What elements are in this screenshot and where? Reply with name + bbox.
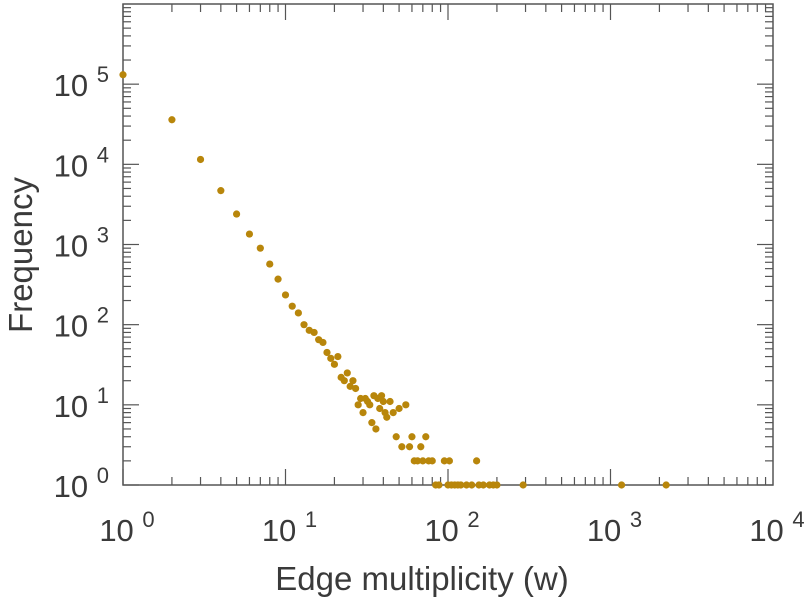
data-point <box>383 413 391 421</box>
data-point <box>168 116 176 124</box>
data-point <box>457 481 465 489</box>
data-point <box>349 377 357 385</box>
tick-exponent: 1 <box>97 383 109 408</box>
data-point <box>462 481 471 489</box>
data-point <box>519 481 527 489</box>
data-point <box>346 382 354 390</box>
data-point <box>408 433 416 441</box>
tick-base: 10 <box>99 513 142 548</box>
tick-exponent: 3 <box>97 223 109 248</box>
data-point <box>300 321 308 329</box>
tick-base: 10 <box>749 513 792 548</box>
x-axis-title: Edge multiplicity (w) <box>275 560 568 597</box>
data-point <box>366 401 374 409</box>
data-point <box>379 397 387 406</box>
data-point <box>343 369 351 377</box>
y-tick-label: 10 4 <box>54 142 109 183</box>
x-tick-label: 10 0 <box>99 507 154 548</box>
y-tick-label: 10 2 <box>54 303 109 344</box>
tick-exponent: 4 <box>97 142 109 167</box>
tick-exponent: 5 <box>97 62 109 87</box>
data-points <box>119 71 670 489</box>
data-point <box>334 352 342 361</box>
y-axis-title: Frequency <box>2 177 39 333</box>
tick-exponent: 2 <box>467 507 479 532</box>
data-point <box>386 397 394 406</box>
data-point <box>417 443 425 451</box>
tick-base: 10 <box>54 309 97 344</box>
data-point <box>389 409 397 417</box>
data-point <box>319 338 327 347</box>
tick-marks <box>122 4 773 486</box>
tick-base: 10 <box>54 229 97 264</box>
data-point <box>428 457 436 465</box>
data-point <box>323 348 331 357</box>
y-tick-label: 10 0 <box>54 463 109 504</box>
data-point <box>377 392 386 400</box>
data-point <box>119 71 127 79</box>
tick-exponent: 4 <box>792 507 804 532</box>
data-point <box>232 210 241 218</box>
data-point <box>245 230 254 238</box>
data-point <box>330 360 339 368</box>
data-point <box>372 425 380 433</box>
data-point <box>493 481 501 489</box>
data-point <box>435 481 443 489</box>
data-point <box>398 443 406 451</box>
x-tick-label: 10 2 <box>424 507 479 548</box>
tick-base: 10 <box>54 68 97 103</box>
tick-exponent: 0 <box>142 507 154 532</box>
data-point <box>359 409 367 417</box>
tick-base: 10 <box>262 513 305 548</box>
tick-exponent: 2 <box>97 303 109 328</box>
data-point <box>294 309 302 317</box>
data-point <box>327 354 335 362</box>
data-point <box>256 244 264 252</box>
data-point <box>405 443 414 451</box>
data-point <box>392 433 400 441</box>
y-tick-label: 10 1 <box>54 383 109 424</box>
tick-base: 10 <box>54 469 97 504</box>
data-point <box>376 404 384 413</box>
data-point <box>468 481 476 489</box>
data-point <box>351 384 360 393</box>
data-point <box>196 155 205 164</box>
data-point <box>473 457 481 465</box>
y-tick-label: 10 5 <box>54 62 109 103</box>
data-point <box>274 275 282 283</box>
data-point <box>281 291 290 299</box>
data-point <box>310 328 318 337</box>
data-point <box>266 260 274 268</box>
plot-frame <box>122 3 774 486</box>
data-point <box>440 457 448 465</box>
tick-exponent: 0 <box>97 463 109 488</box>
data-point <box>368 419 376 427</box>
data-point <box>402 401 410 409</box>
tick-exponent: 1 <box>305 507 317 532</box>
data-point <box>617 481 626 489</box>
data-point <box>354 401 362 409</box>
y-tick-label: 10 3 <box>54 223 109 264</box>
x-tick-label: 10 4 <box>749 507 804 548</box>
data-point <box>662 481 670 489</box>
data-point <box>445 457 453 465</box>
tick-base: 10 <box>54 389 97 424</box>
data-point <box>479 481 487 489</box>
y-tick-labels: 10 010 110 210 310 410 5 <box>54 62 109 504</box>
data-point <box>217 187 225 195</box>
tick-base: 10 <box>424 513 467 548</box>
data-point <box>419 457 427 465</box>
data-point <box>395 404 403 413</box>
x-tick-label: 10 1 <box>262 507 317 548</box>
x-tick-labels: 10 0 10 1 10 2 10 3 10 4 <box>99 507 804 548</box>
x-tick-label: 10 3 <box>587 507 642 548</box>
tick-exponent: 3 <box>630 507 642 532</box>
tick-base: 10 <box>587 513 630 548</box>
data-point <box>288 302 296 310</box>
data-point <box>413 457 422 465</box>
data-point <box>422 433 430 441</box>
tick-base: 10 <box>54 148 97 183</box>
data-point <box>340 377 348 385</box>
